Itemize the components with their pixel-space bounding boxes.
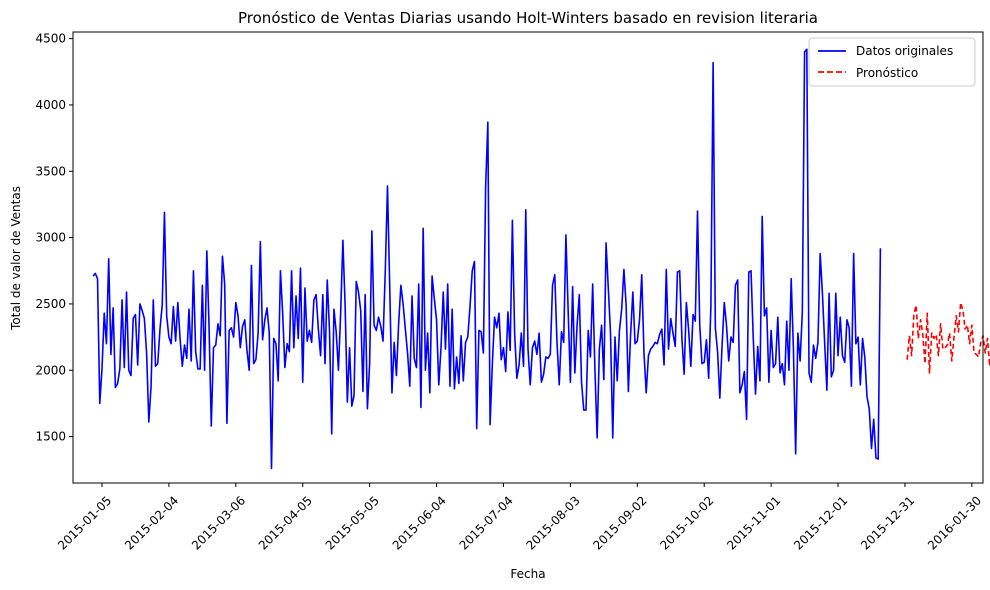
legend: Datos originales Pronóstico xyxy=(808,37,976,87)
plot-frame xyxy=(72,31,984,484)
y-axis-label: Total de valor de Ventas xyxy=(9,186,23,331)
plot-area xyxy=(73,32,983,483)
y-tick-label: 4500 xyxy=(35,32,66,46)
series-line-original xyxy=(92,48,882,470)
chart-title: Pronóstico de Ventas Diarias usando Holt… xyxy=(238,9,818,27)
y-tick-label: 3500 xyxy=(35,164,66,178)
y-axis-ticks: 1500 2000 2500 3000 3500 4000 4500 xyxy=(35,32,73,444)
y-tick-label: 1500 xyxy=(35,430,66,444)
legend-label-forecast: Pronóstico xyxy=(856,66,918,80)
y-tick-label: 2000 xyxy=(35,363,66,377)
legend-box xyxy=(808,37,976,87)
series-layer xyxy=(92,48,990,470)
x-axis-label: Fecha xyxy=(510,567,545,581)
y-tick-label: 4000 xyxy=(35,98,66,112)
legend-label-original: Datos originales xyxy=(856,44,953,58)
series-line-forecast xyxy=(906,301,990,374)
y-tick-label: 2500 xyxy=(35,297,66,311)
y-tick-label: 3000 xyxy=(35,231,66,245)
